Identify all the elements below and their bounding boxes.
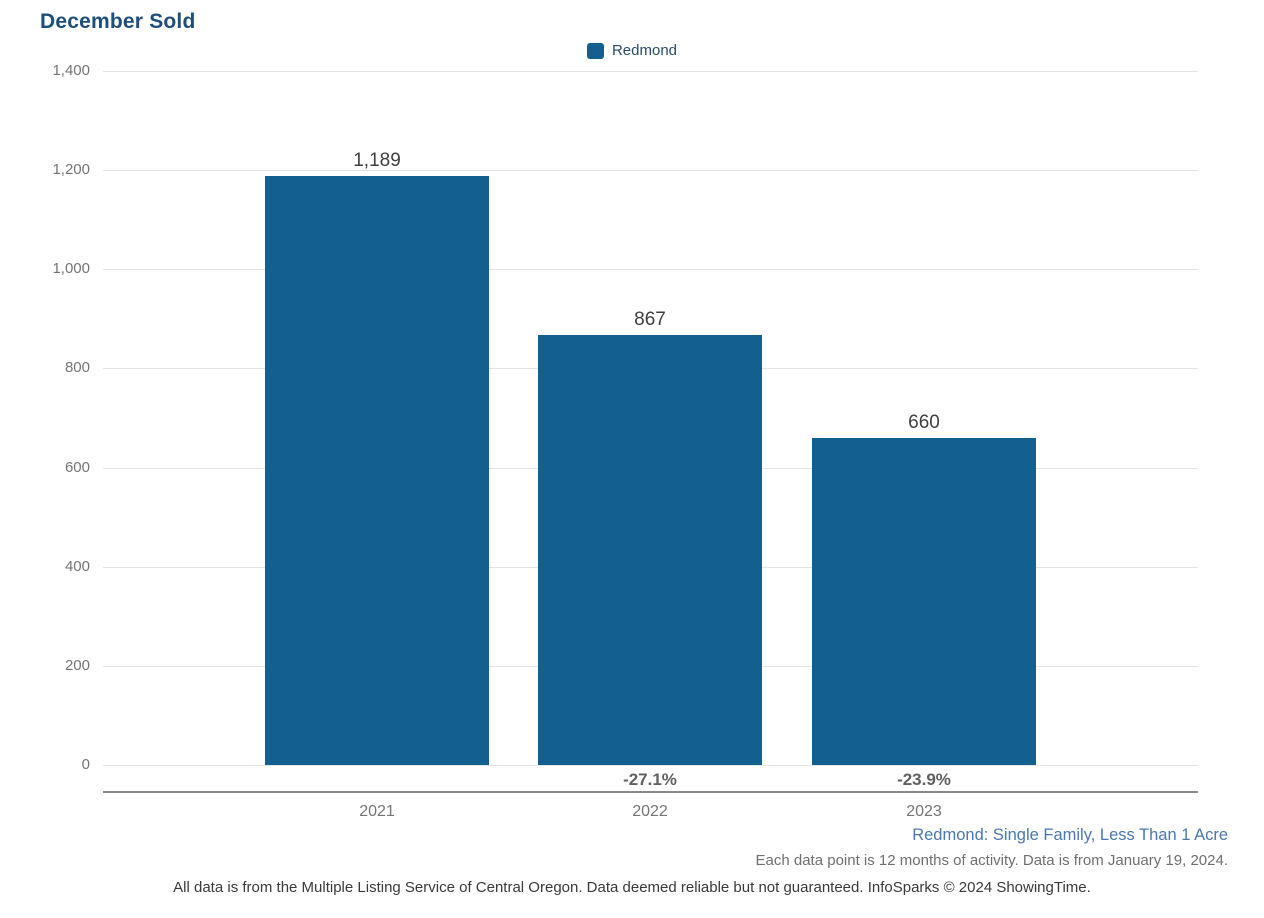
y-axis-tick-label: 200: [64, 656, 90, 674]
bar-value-label: 1,189: [353, 149, 401, 171]
y-axis-tick-label: 1,200: [52, 161, 90, 179]
disclaimer-note: All data is from the Multiple Listing Se…: [173, 879, 1091, 896]
y-axis-tick-label: 0: [81, 756, 90, 773]
bar-2023: [812, 437, 1036, 765]
x-axis-line: [103, 791, 1198, 793]
y-axis-tick-label: 1,000: [52, 260, 90, 278]
x-axis-tick-label: 2023: [906, 803, 942, 820]
legend-item-redmond[interactable]: Redmond: [586, 42, 678, 59]
y-axis-tick-label: 800: [64, 359, 90, 377]
bar-value-label: 660: [908, 411, 940, 433]
bar-2021: [265, 175, 489, 765]
legend-swatch-icon: [586, 42, 604, 59]
y-axis-tick-label: 400: [64, 557, 90, 575]
gridline: [103, 269, 1198, 271]
gridline: [103, 170, 1198, 172]
x-axis-tick-label: 2022: [632, 803, 668, 820]
gridline: [103, 71, 1198, 72]
legend-label: Redmond: [611, 42, 678, 59]
bar-2022: [538, 335, 762, 765]
x-axis-tick-label: 2021: [359, 803, 395, 820]
pct-change-label: -23.9%: [897, 770, 951, 789]
series-filter-note: Redmond: Single Family, Less Than 1 Acre: [912, 826, 1228, 844]
bar-value-label: 867: [634, 309, 666, 331]
pct-change-label: -27.1%: [623, 770, 677, 789]
y-axis-tick-label: 1,400: [52, 62, 90, 79]
y-axis-tick-label: 600: [64, 458, 90, 476]
data-period-note: Each data point is 12 months of activity…: [755, 852, 1228, 869]
gridline: [103, 765, 1198, 766]
legend: Redmond: [0, 42, 1264, 59]
chart-title: December Sold: [40, 10, 196, 33]
